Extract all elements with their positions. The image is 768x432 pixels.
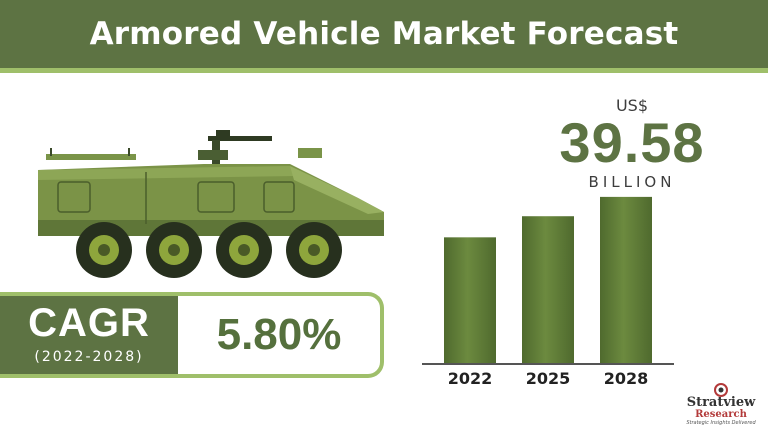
logo-brand: Stratview [686,395,756,410]
bar-2025 [522,216,574,364]
bar-2022 [444,237,496,364]
page-title: Armored Vehicle Market Forecast [89,16,679,52]
stratview-logo-icon [714,383,728,397]
market-value-number: 39.58 [559,111,705,174]
market-value-currency: US$ [615,96,649,115]
x-tick-label: 2022 [448,369,493,388]
logo-tagline: Strategic Insights Delivered [686,420,756,426]
bar-chart: 2022 2025 2028 [422,196,674,388]
cagr-period: (2022-2028) [34,349,144,365]
cagr-label-block: CAGR (2022-2028) [0,296,178,374]
market-value-unit: BILLION [588,173,676,191]
x-tick-label: 2028 [604,369,649,388]
logo-sub: Research [695,409,747,420]
stratview-logo: Stratview Research Strategic Insights De… [680,382,762,428]
x-tick-label: 2025 [526,369,571,388]
market-value: US$ 39.58 BILLION [548,96,716,191]
cagr-label: CAGR [28,301,150,345]
cagr-value: 5.80% [216,310,342,359]
bar-2028 [600,196,652,364]
armored-vehicle-icon [38,130,384,278]
cagr-panel: CAGR (2022-2028) 5.80% [0,292,384,378]
title-banner: Armored Vehicle Market Forecast [0,0,768,73]
